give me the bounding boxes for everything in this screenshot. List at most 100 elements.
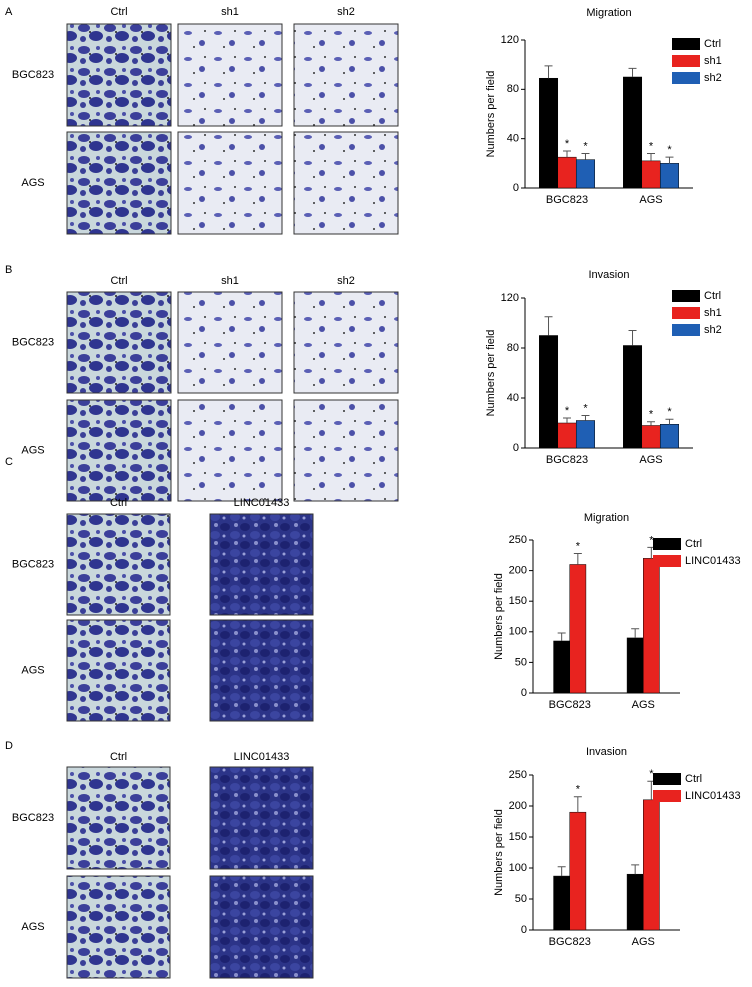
- legend-label: sh2: [704, 324, 722, 336]
- y-tick-label: 0: [521, 687, 527, 699]
- row-label: AGS: [21, 444, 44, 456]
- micrograph: [66, 875, 171, 979]
- row-label: BGC823: [12, 336, 54, 348]
- y-tick-label: 0: [513, 182, 519, 194]
- y-tick-label: 80: [507, 342, 519, 354]
- legend-label: sh1: [704, 307, 722, 319]
- column-header: sh1: [221, 275, 239, 287]
- x-tick-label: AGS: [632, 699, 655, 711]
- y-axis-label: Numbers per field: [493, 809, 505, 896]
- legend-label: Ctrl: [704, 290, 721, 302]
- row-label: AGS: [21, 664, 44, 676]
- bar: [557, 156, 577, 189]
- legend-label: sh2: [704, 72, 722, 84]
- error-bar: [563, 150, 571, 158]
- y-tick-label: 200: [509, 565, 527, 577]
- x-tick-label: AGS: [632, 936, 655, 948]
- significance-mark: *: [583, 140, 588, 152]
- bar: [659, 424, 679, 449]
- y-tick-label: 120: [501, 292, 519, 304]
- y-tick-label: 50: [515, 656, 527, 668]
- micrograph: [66, 23, 172, 127]
- significance-mark: *: [667, 144, 672, 156]
- error-bar: [628, 330, 637, 346]
- chart-title: Invasion: [589, 269, 630, 281]
- legend-swatch: [653, 538, 681, 550]
- y-tick-label: 200: [509, 800, 527, 812]
- bar: [641, 425, 661, 449]
- micrograph: [177, 23, 283, 127]
- bar: [569, 564, 587, 694]
- significance-mark: *: [576, 540, 581, 552]
- significance-mark: *: [583, 402, 588, 414]
- x-tick-label: BGC823: [546, 194, 588, 206]
- micrograph: [66, 399, 172, 502]
- x-tick-label: BGC823: [546, 454, 588, 466]
- micrograph: [293, 399, 399, 502]
- error-bar: [665, 418, 674, 425]
- significance-mark: *: [565, 138, 570, 150]
- y-tick-label: 150: [509, 831, 527, 843]
- bar: [626, 873, 644, 931]
- column-header: sh2: [337, 6, 355, 18]
- y-axis-label: Numbers per field: [485, 330, 497, 417]
- y-tick-label: 80: [507, 83, 519, 95]
- legend-label: Ctrl: [704, 38, 721, 50]
- legend-label: LINC01433: [685, 555, 741, 567]
- micrograph: [177, 399, 283, 502]
- legend-label: Ctrl: [685, 773, 702, 785]
- column-header: Ctrl: [110, 751, 127, 763]
- error-bar: [631, 864, 640, 875]
- significance-mark: *: [649, 534, 654, 546]
- x-tick-label: AGS: [639, 194, 662, 206]
- row-label: BGC823: [12, 69, 54, 81]
- significance-mark: *: [565, 405, 570, 417]
- significance-mark: *: [667, 406, 672, 418]
- legend-swatch: [672, 38, 700, 50]
- legend-swatch: [653, 773, 681, 785]
- bar: [659, 163, 679, 189]
- error-bar: [563, 417, 571, 423]
- error-bar: [557, 632, 566, 641]
- bar: [643, 558, 660, 694]
- micrograph: [66, 619, 171, 722]
- y-tick-label: 120: [501, 34, 519, 46]
- y-tick-label: 250: [509, 534, 527, 546]
- row-label: AGS: [21, 177, 44, 189]
- chart-title: Migration: [584, 512, 629, 524]
- bar: [643, 799, 660, 931]
- error-bar: [544, 316, 553, 336]
- bar: [553, 640, 571, 694]
- significance-mark: *: [649, 409, 654, 421]
- x-tick-label: BGC823: [549, 699, 591, 711]
- micrograph: [177, 291, 283, 394]
- y-tick-label: 250: [509, 769, 527, 781]
- micrograph: [66, 766, 171, 870]
- error-bar: [665, 156, 674, 164]
- y-tick-label: 40: [507, 133, 519, 145]
- error-bar: [581, 415, 590, 421]
- legend-label: LINC01433: [685, 790, 741, 802]
- legend-label: sh1: [704, 55, 722, 67]
- error-bar: [557, 866, 566, 877]
- micrograph: [293, 23, 399, 127]
- y-tick-label: 100: [509, 626, 527, 638]
- bar: [641, 160, 661, 189]
- micrograph: [209, 619, 314, 722]
- legend-swatch: [653, 555, 681, 567]
- y-tick-label: 50: [515, 893, 527, 905]
- error-bar: [628, 67, 637, 77]
- significance-mark: *: [649, 140, 654, 152]
- bar: [575, 159, 595, 189]
- bar: [569, 811, 587, 931]
- panel-label: C: [5, 456, 13, 468]
- panel-label: A: [5, 6, 13, 18]
- micrograph: [177, 131, 283, 235]
- column-header: Ctrl: [110, 497, 127, 509]
- row-label: BGC823: [12, 558, 54, 570]
- column-header: Ctrl: [110, 6, 127, 18]
- significance-mark: *: [576, 784, 581, 796]
- chart-title: Migration: [586, 7, 631, 19]
- y-axis-label: Numbers per field: [493, 573, 505, 660]
